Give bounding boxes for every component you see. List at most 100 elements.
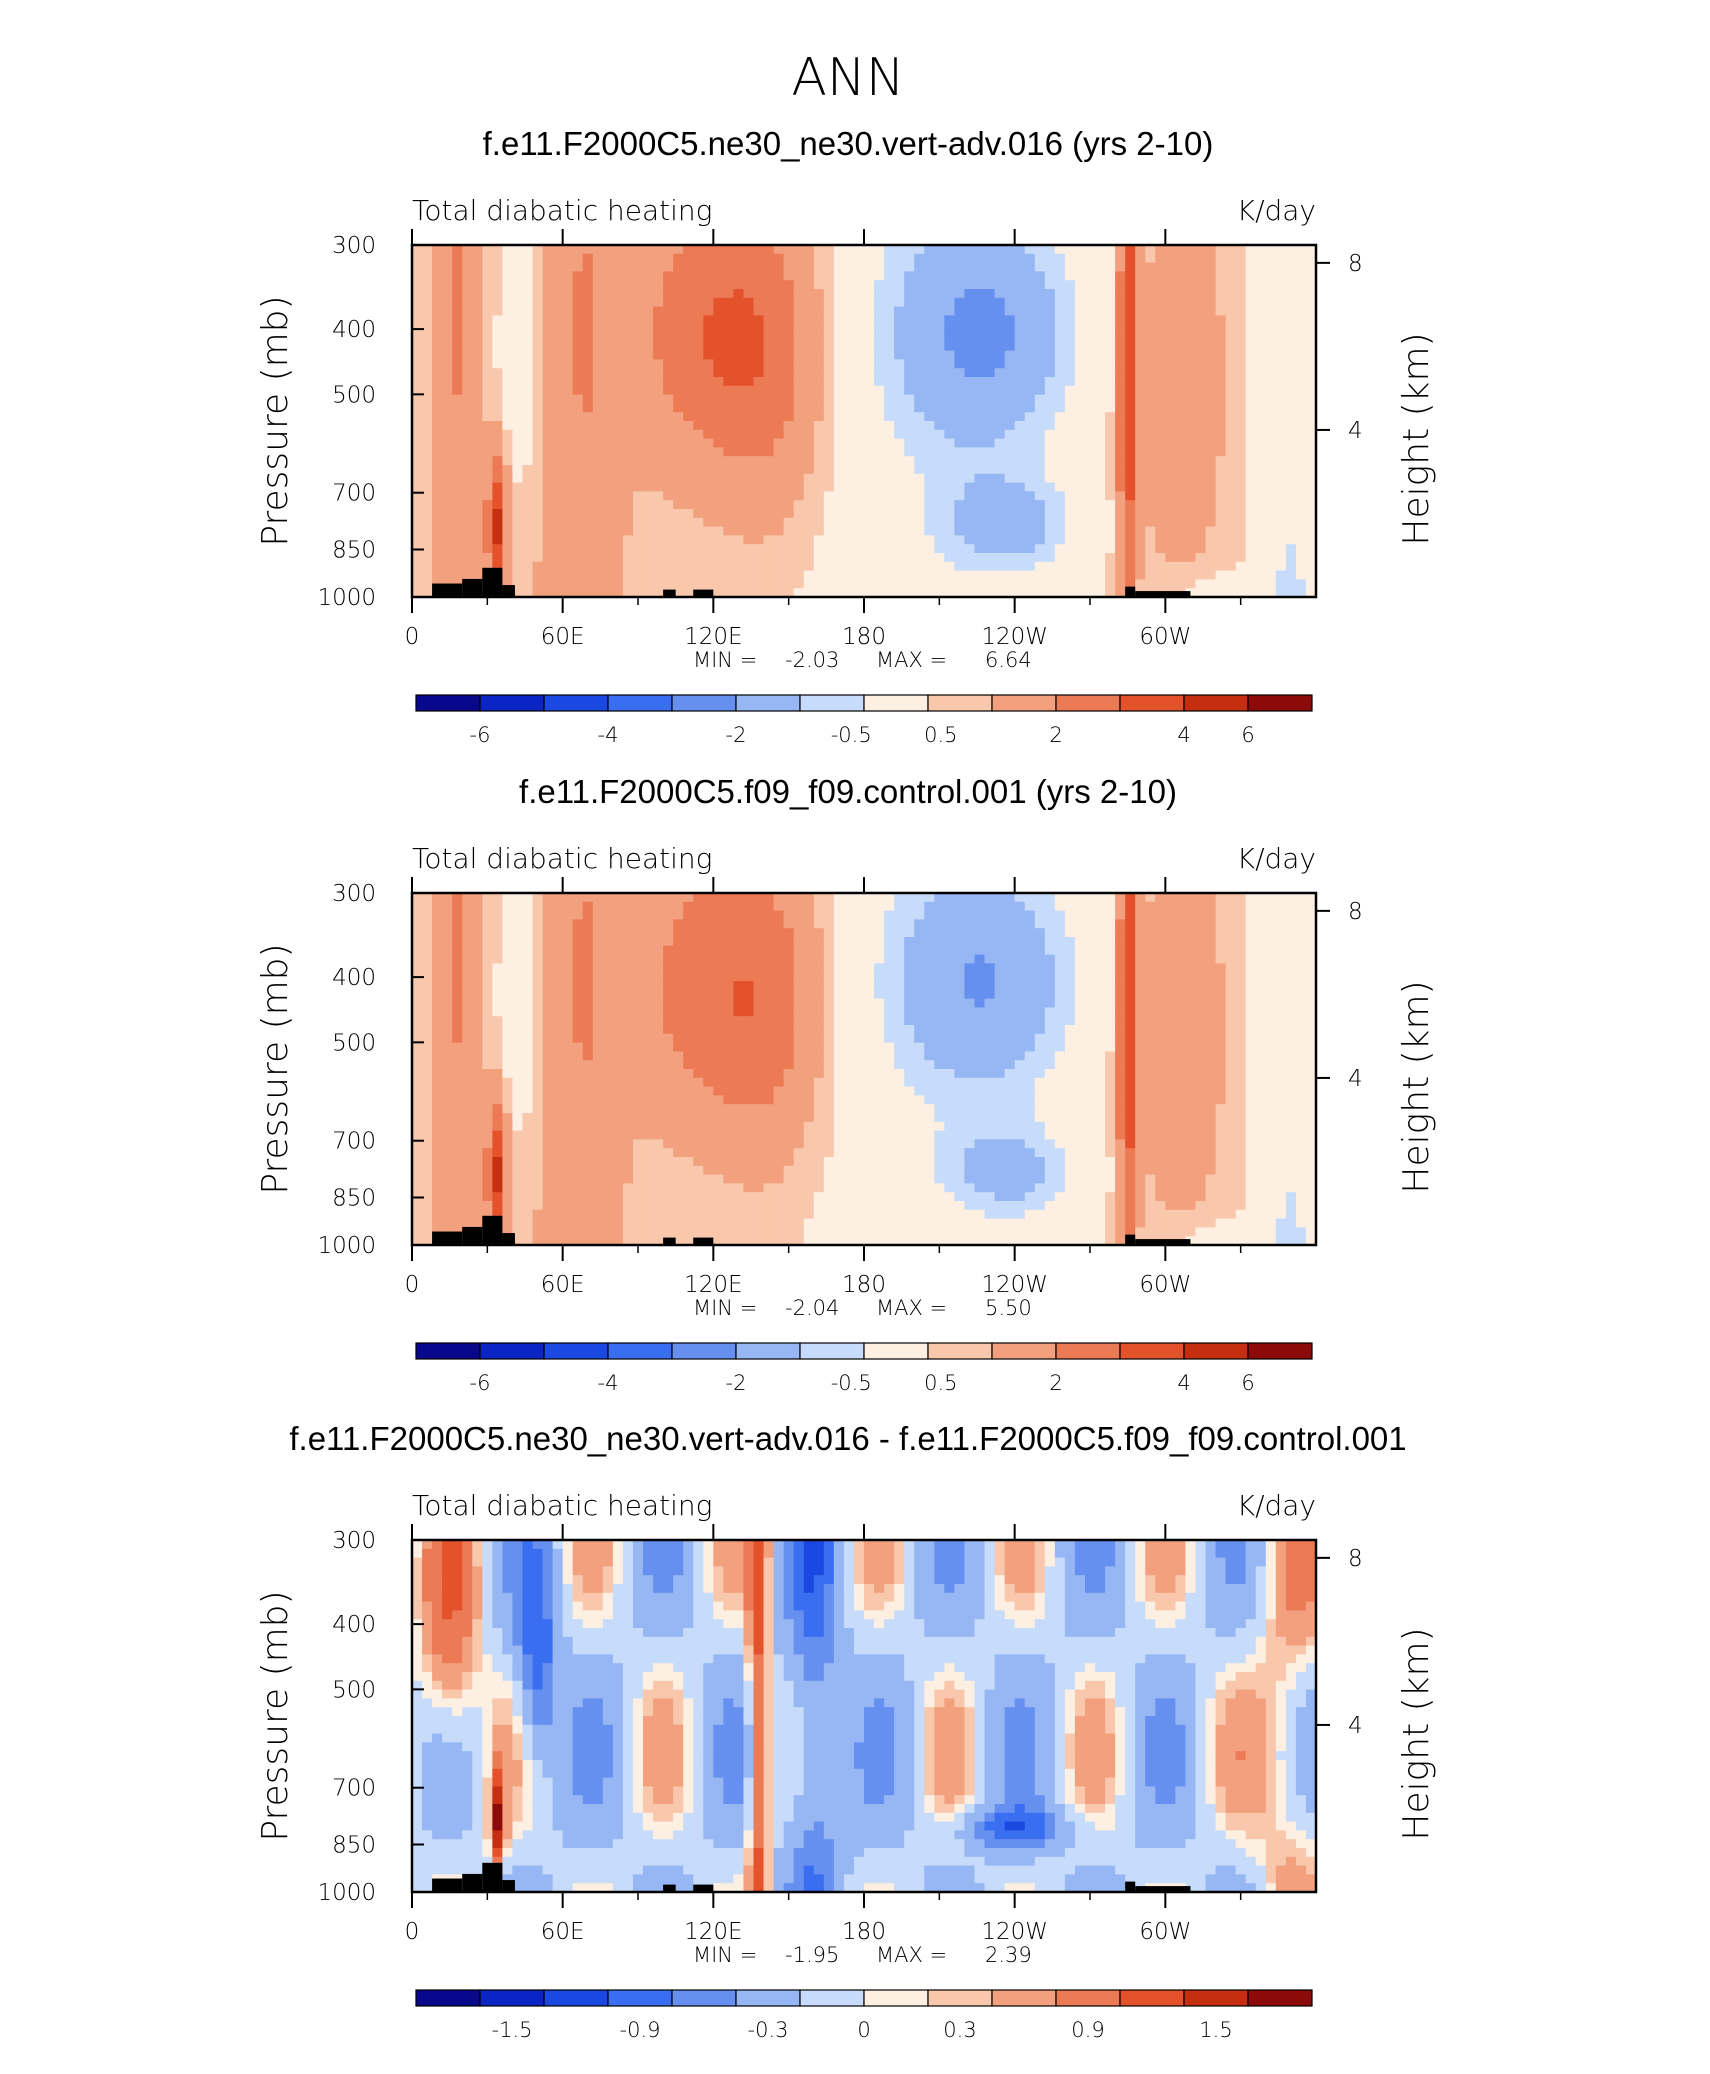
heatmap-cell (482, 262, 493, 272)
land-mask (502, 585, 515, 597)
heatmap-cell (1285, 491, 1297, 501)
heatmap-cell (1024, 262, 1036, 272)
heatmap-cell (542, 963, 554, 973)
heatmap-cell (803, 333, 815, 343)
heatmap-cell (1175, 553, 1187, 563)
heatmap-cell (1004, 429, 1016, 440)
heatmap-cell (582, 421, 594, 431)
heatmap-cell (492, 500, 503, 510)
heatmap-cell (632, 245, 644, 255)
heatmap-cell (512, 341, 524, 352)
heatmap-cell (683, 544, 694, 554)
heatmap-cell (1044, 954, 1056, 964)
heatmap-cell (783, 981, 795, 991)
heatmap-cell (833, 421, 845, 431)
heatmap-cell (874, 412, 885, 422)
heatmap-cell (904, 954, 915, 964)
heatmap-cell (502, 289, 514, 299)
heatmap-cell (422, 553, 433, 563)
heatmap-cell (663, 526, 674, 536)
heatmap-cell (1175, 963, 1187, 973)
heatmap-cell (1245, 588, 1257, 598)
heatmap-cell (994, 945, 1006, 956)
heatmap-cell (1195, 989, 1207, 1000)
heatmap-cell (532, 473, 544, 484)
heatmap-cell (1115, 579, 1126, 589)
heatmap-cell (492, 893, 503, 903)
heatmap-cell (1155, 928, 1166, 938)
heatmap-cell (1235, 570, 1247, 580)
heatmap-cell (1255, 465, 1267, 475)
heatmap-cell (994, 998, 1006, 1008)
heatmap-cell (924, 456, 935, 466)
heatmap-cell (602, 579, 614, 589)
heatmap-cell (1225, 368, 1237, 378)
heatmap-cell (693, 954, 704, 964)
heatmap-cell (643, 359, 654, 369)
heatmap-cell (884, 509, 895, 519)
heatmap-cell (673, 447, 684, 457)
heatmap-cell (843, 429, 855, 440)
heatmap-cell (1205, 377, 1217, 387)
heatmap-cell (904, 438, 915, 448)
heatmap-cell (492, 315, 503, 325)
heatmap-cell (853, 526, 865, 536)
heatmap-cell (773, 315, 785, 325)
heatmap-cell (743, 289, 755, 299)
heatmap-cell (462, 570, 473, 580)
heatmap-cell (683, 359, 694, 369)
heatmap-cell (572, 1007, 584, 1017)
heatmap-cell (663, 333, 674, 343)
heatmap-cell (1205, 359, 1217, 369)
heatmap-cell (512, 517, 524, 528)
heatmap-cell (1095, 262, 1106, 272)
heatmap-cell (864, 473, 875, 484)
heatmap-cell (592, 350, 604, 360)
heatmap-cell (793, 456, 805, 466)
heatmap-cell (1165, 901, 1176, 912)
heatmap-cell (1205, 1007, 1217, 1017)
heatmap-cell (1225, 919, 1237, 929)
heatmap-cell (673, 245, 684, 255)
heatmap-cell (502, 998, 514, 1008)
heatmap-cell (1135, 509, 1146, 519)
heatmap-cell (462, 368, 473, 378)
heatmap-cell (632, 570, 644, 580)
heatmap-cell (472, 901, 483, 912)
heatmap-cell (1115, 456, 1126, 466)
heatmap-cell (502, 579, 514, 589)
heatmap-cell (964, 579, 976, 589)
heatmap-cell (1044, 579, 1056, 589)
heatmap-cell (1265, 1007, 1277, 1017)
heatmap-cell (1205, 394, 1217, 404)
heatmap-cell (1205, 998, 1217, 1008)
heatmap-cell (1155, 482, 1166, 492)
heatmap-cell (713, 919, 724, 929)
heatmap-cell (944, 998, 955, 1008)
heatmap-cell (452, 447, 463, 457)
heatmap-cell (954, 280, 966, 290)
heatmap-cell (853, 438, 865, 448)
heatmap-cell (1034, 500, 1046, 510)
heatmap-cell (1084, 928, 1096, 938)
heatmap-cell (1215, 570, 1227, 580)
heatmap-cell (1034, 289, 1046, 299)
heatmap-cell (612, 579, 624, 589)
heatmap-cell (653, 491, 664, 501)
heatmap-cell (622, 377, 634, 387)
heatmap-cell (914, 500, 925, 510)
heatmap-cell (743, 429, 755, 440)
heatmap-cell (1105, 324, 1116, 334)
heatmap-cell (422, 280, 433, 290)
heatmap-cell (1135, 245, 1146, 255)
heatmap-cell (954, 447, 966, 457)
heatmap-cell (954, 588, 966, 598)
heatmap-cell (492, 306, 503, 316)
heatmap-cell (1064, 271, 1076, 281)
heatmap-cell (1195, 526, 1207, 536)
heatmap-cell (562, 412, 574, 422)
heatmap-cell (542, 421, 554, 431)
heatmap-cell (763, 901, 775, 912)
heatmap-cell (874, 937, 885, 947)
heatmap-cell (813, 438, 825, 448)
